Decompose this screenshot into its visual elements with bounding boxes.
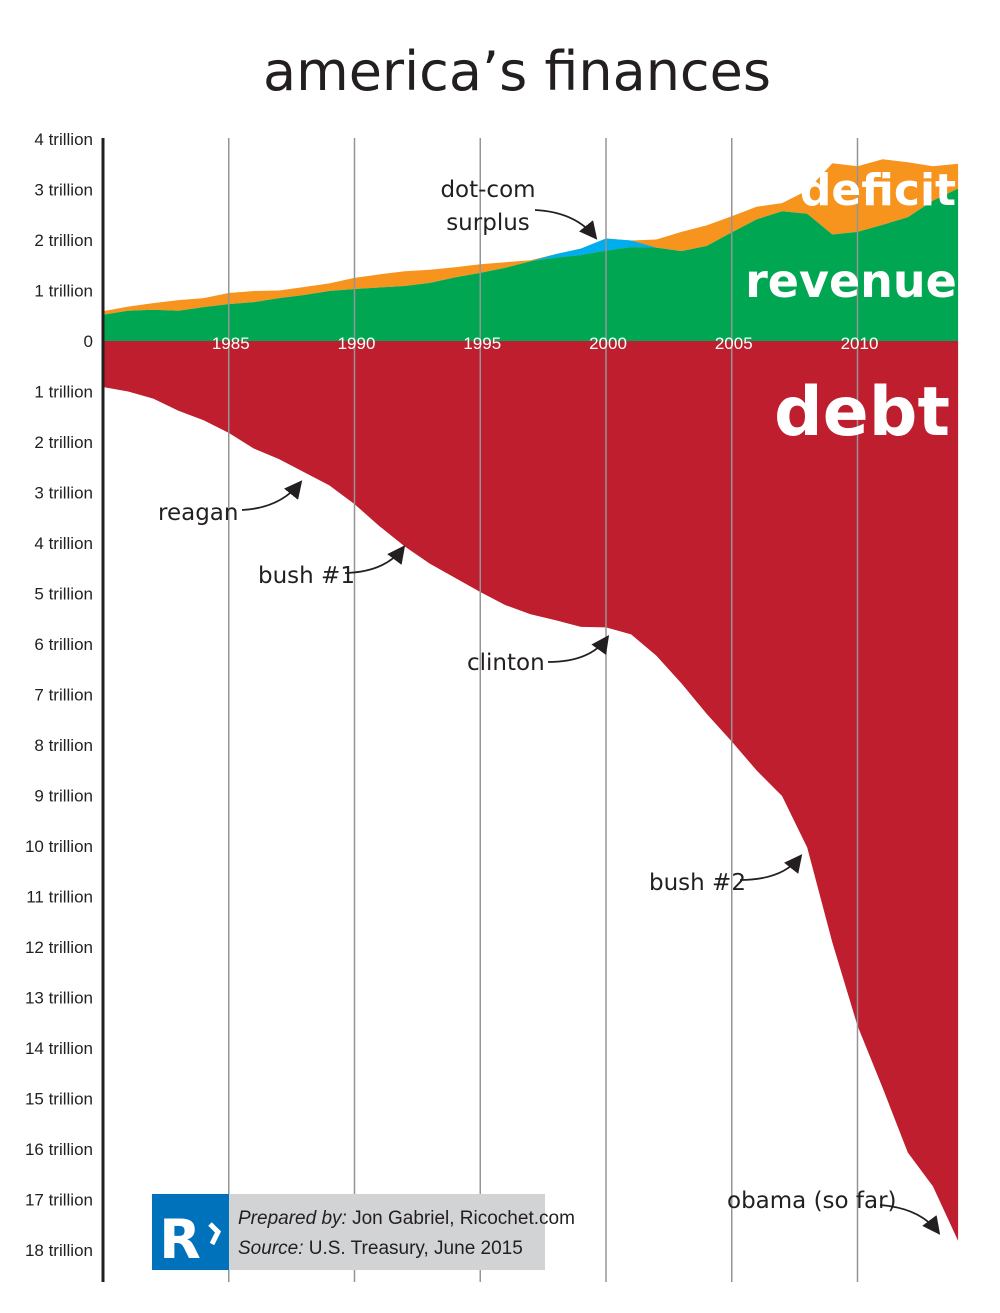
- credits-background: [229, 1194, 545, 1270]
- arrow-dotcom: [534, 209, 598, 240]
- debt-area: [103, 341, 959, 1241]
- y-tick-neg-9: 9 trillion: [34, 787, 93, 806]
- revenue-area: [103, 188, 959, 341]
- x-tick-2005: 2005: [715, 334, 753, 353]
- areas: [103, 159, 959, 1241]
- deficit-label: deficit: [800, 165, 956, 216]
- x-tick-2010: 2010: [841, 334, 879, 353]
- y-tick-neg-3: 3 trillion: [34, 484, 93, 503]
- annotation-dotcom: dot-com: [440, 177, 535, 203]
- annotation-bush1: bush #1: [258, 563, 355, 589]
- y-tick-neg-13: 13 trillion: [25, 989, 93, 1008]
- deficit-area: [103, 159, 959, 315]
- gridlines: [228, 138, 859, 1282]
- chart-title: america’s finances: [263, 40, 771, 103]
- y-tick-neg-10: 10 trillion: [25, 837, 93, 856]
- y-tick-pos-2: 2 trillion: [34, 231, 93, 250]
- y-tick-neg-2: 2 trillion: [34, 433, 93, 452]
- y-tick-neg-18: 18 trillion: [25, 1241, 93, 1260]
- arrow-obama: [879, 1204, 941, 1235]
- x-tick-labels: 1985 1990 1995 2000 2005 2010: [212, 334, 879, 353]
- y-tick-pos-3: 3 trillion: [34, 181, 93, 200]
- arrow-reagan: [241, 480, 303, 511]
- x-tick-1985: 1985: [212, 334, 250, 353]
- y-tick-neg-1: 1 trillion: [34, 383, 93, 402]
- source: Source: U.S. Treasury, June 2015: [238, 1238, 523, 1259]
- y-tick-neg-14: 14 trillion: [25, 1039, 93, 1058]
- x-tick-1995: 1995: [463, 334, 501, 353]
- arrow-bush1: [344, 545, 406, 574]
- y-tick-neg-16: 16 trillion: [25, 1140, 93, 1159]
- y-tick-neg-7: 7 trillion: [34, 686, 93, 705]
- prepared-by: Prepared by: Jon Gabriel, Ricochet.com: [238, 1208, 575, 1229]
- y-tick-neg-4: 4 trillion: [34, 534, 93, 553]
- y-tick-neg-5: 5 trillion: [34, 585, 93, 604]
- x-tick-1990: 1990: [338, 334, 376, 353]
- revenue-label: revenue: [745, 254, 957, 308]
- y-tick-neg-17: 17 trillion: [25, 1191, 93, 1210]
- annotation-bush2: bush #2: [649, 870, 746, 896]
- arrow-bush2: [739, 854, 803, 881]
- logo-chevron-icon: [208, 1222, 222, 1246]
- y-tick-neg-12: 12 trillion: [25, 938, 93, 957]
- y-tick-pos-0: 0: [84, 332, 93, 351]
- y-tick-labels: 4 trillion 3 trillion 2 trillion 1 trillion…: [25, 130, 93, 1260]
- credits-box: R Prepared by: Jon Gabriel, Ricochet.com…: [152, 1194, 575, 1271]
- annotation-reagan: reagan: [158, 500, 238, 526]
- annotation-clinton: clinton: [467, 650, 545, 676]
- logo-letter: R: [159, 1208, 201, 1271]
- x-tick-2000: 2000: [589, 334, 627, 353]
- y-tick-neg-8: 8 trillion: [34, 736, 93, 755]
- debt-label: debt: [774, 373, 950, 452]
- y-tick-neg-6: 6 trillion: [34, 635, 93, 654]
- annotation-obama: obama (so far): [727, 1188, 897, 1214]
- arrow-clinton: [547, 635, 610, 663]
- annotation-surplus: surplus: [446, 210, 530, 236]
- y-tick-neg-11: 11 trillion: [26, 888, 93, 907]
- y-tick-pos-1: 1 trillion: [34, 282, 93, 301]
- y-tick-neg-15: 15 trillion: [25, 1090, 93, 1109]
- y-tick-pos-4: 4 trillion: [34, 130, 93, 149]
